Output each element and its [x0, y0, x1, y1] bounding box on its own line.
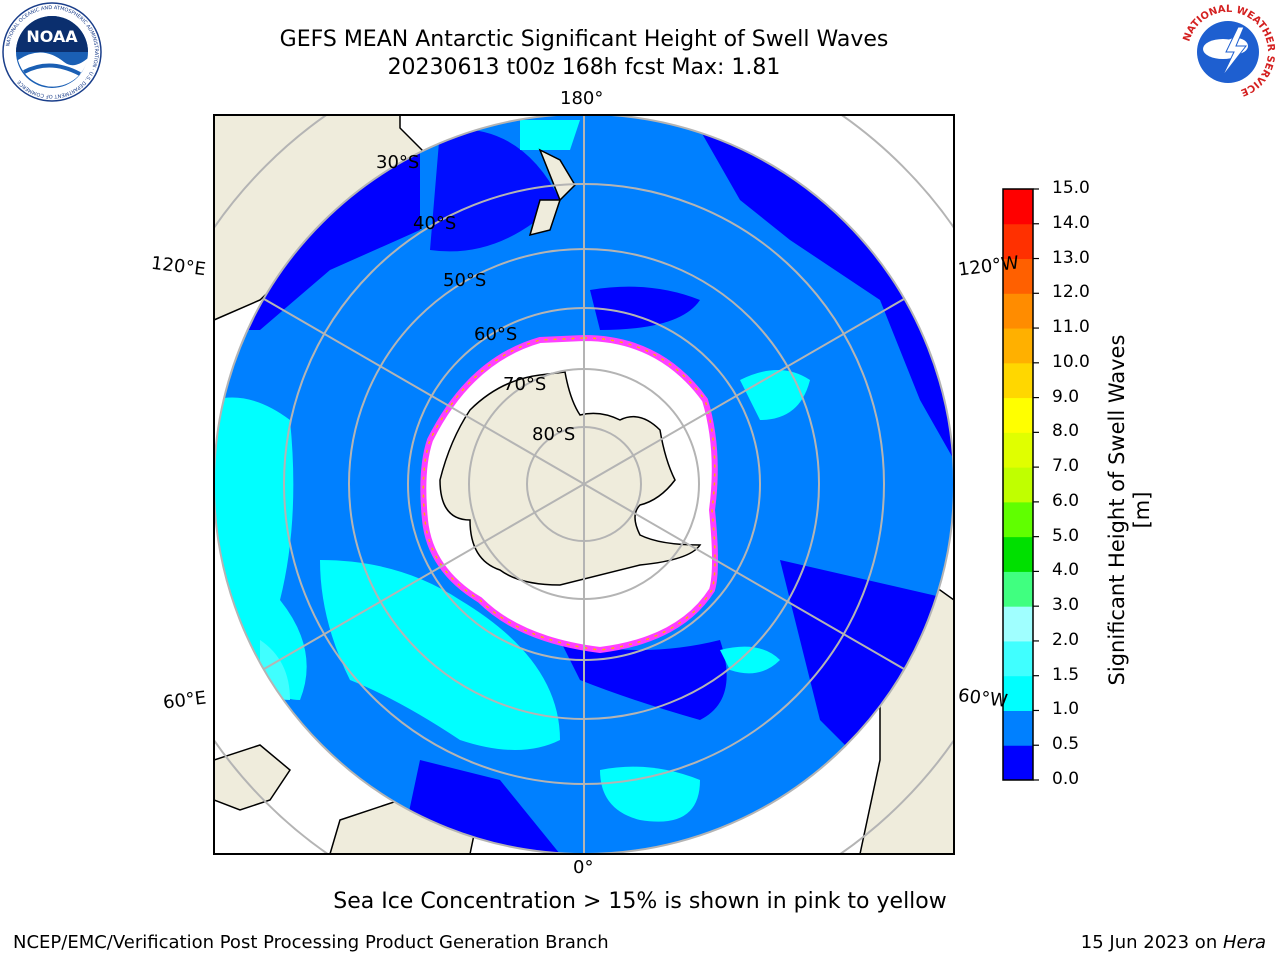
- map-title: GEFS MEAN Antarctic Significant Height o…: [279, 27, 889, 52]
- colorbar-segment: [1003, 432, 1033, 468]
- footer-date-text: 15 Jun 2023 on: [1080, 932, 1223, 953]
- map-frame: [213, 114, 955, 855]
- colorbar-frame: [1002, 188, 1034, 781]
- footer-credit: NCEP/EMC/Verification Post Processing Pr…: [13, 932, 609, 953]
- colorbar-tick-label: 4.0: [1052, 560, 1080, 581]
- lat-label-40s: 40°S: [413, 213, 457, 234]
- colorbar-segment: [1003, 571, 1033, 607]
- colorbar-tick-label: 12.0: [1052, 282, 1090, 303]
- colorbar-segment: [1003, 362, 1033, 399]
- colorbar-tick-label: 13.0: [1052, 247, 1090, 268]
- colorbar-segment: [1003, 467, 1033, 503]
- colorbar-segment: [1003, 675, 1033, 711]
- colorbar-tick-label: 1.5: [1052, 664, 1080, 685]
- footer-date: 15 Jun 2023 on Hera: [1081, 932, 1266, 953]
- colorbar-tick-label: 11.0: [1052, 317, 1090, 338]
- nws-logo: NATIONAL WEATHER SERVICE: [1180, 4, 1276, 100]
- colorbar-segment: [1003, 606, 1033, 642]
- colorbar-tick-label: 9.0: [1052, 386, 1080, 407]
- lat-label-30s: 30°S: [376, 152, 420, 173]
- footer-host: Hera: [1222, 932, 1266, 953]
- lat-label-80s: 80°S: [532, 424, 576, 445]
- map-subtitle: 20230613 t00z 168h fcst Max: 1.81: [387, 55, 781, 80]
- colorbar: [1003, 188, 1039, 781]
- lat-label-50s: 50°S: [443, 270, 487, 291]
- colorbar-segment: [1003, 745, 1033, 781]
- colorbar-tick-label: 0.5: [1052, 734, 1080, 755]
- colorbar-segment: [1003, 397, 1033, 433]
- colorbar-label: Significant Height of Swell Waves [m]: [1105, 334, 1154, 686]
- colorbar-tick-label: 5.0: [1052, 525, 1080, 546]
- colorbar-tick-label: 7.0: [1052, 456, 1080, 477]
- colorbar-segment: [1003, 501, 1033, 538]
- colorbar-segment: [1003, 328, 1033, 364]
- noaa-logo-text: NOAA: [26, 27, 78, 46]
- colorbar-segment: [1003, 189, 1033, 225]
- lat-label-60s: 60°S: [474, 324, 518, 345]
- colorbar-segment: [1003, 536, 1033, 572]
- colorbar-tick-label: 2.0: [1052, 629, 1080, 650]
- colorbar-tick-label: 10.0: [1052, 351, 1090, 372]
- noaa-logo: NOAA NATIONAL OCEANIC AND ATMOSPHERIC AD…: [2, 2, 102, 102]
- lat-label-70s: 70°S: [503, 374, 547, 395]
- caption: Sea Ice Concentration > 15% is shown in …: [333, 889, 947, 914]
- colorbar-tick-label: 14.0: [1052, 212, 1090, 233]
- colorbar-segment: [1003, 293, 1033, 329]
- colorbar-segment: [1003, 710, 1033, 746]
- colorbar-tick-label: 6.0: [1052, 490, 1080, 511]
- colorbar-segment: [1003, 258, 1033, 294]
- colorbar-tick-label: 3.0: [1052, 595, 1080, 616]
- lon-label-0: 0°: [573, 857, 594, 878]
- colorbar-tick-label: 0.0: [1052, 769, 1080, 789]
- graticule: [214, 115, 954, 854]
- colorbar-tick-label: 1.0: [1052, 699, 1080, 720]
- colorbar-tick-label: 15.0: [1052, 178, 1090, 198]
- colorbar-segment: [1003, 640, 1033, 677]
- colorbar-tick-label: 8.0: [1052, 421, 1080, 442]
- colorbar-segment: [1003, 223, 1033, 260]
- lon-label-180: 180°: [560, 88, 604, 109]
